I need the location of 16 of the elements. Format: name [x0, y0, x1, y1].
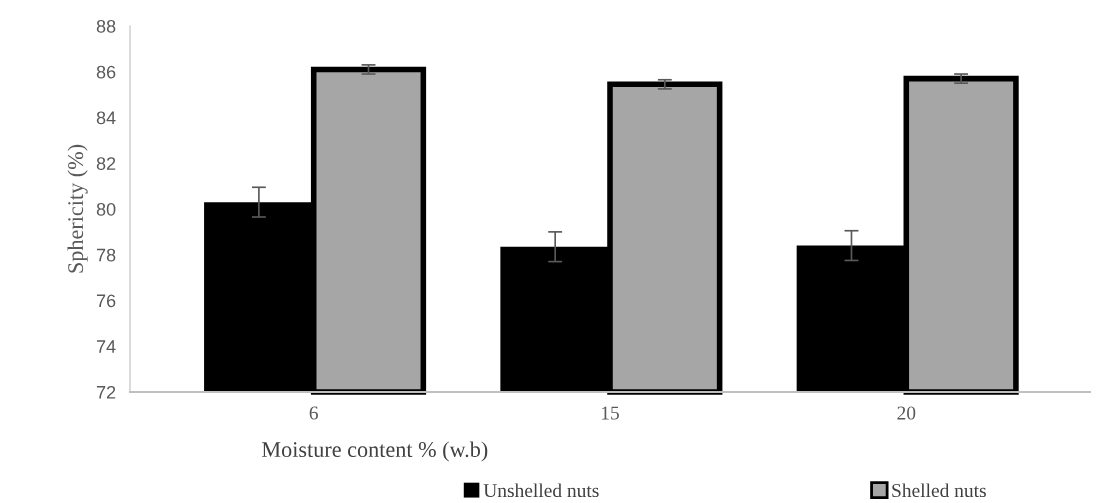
y-tick-label: 78: [96, 248, 116, 262]
y-tick-label: 72: [96, 385, 116, 399]
x-tick-label: 15: [601, 406, 619, 420]
legend-label: Shelled nuts: [892, 483, 986, 498]
x-axis-title: Moisture content % (w.b): [261, 441, 488, 462]
y-tick-label: 80: [96, 202, 116, 216]
y-tick-label: 88: [96, 19, 116, 33]
y-tick-label: 84: [96, 111, 116, 125]
y-tick-label: 82: [96, 157, 116, 170]
y-tick-label: 86: [96, 65, 116, 79]
x-tick-label: 20: [897, 406, 916, 420]
y-axis-title: Sphericity (%): [67, 144, 88, 273]
x-tick-label: 6: [309, 406, 318, 420]
y-tick-label: 76: [96, 294, 116, 308]
y-tick-label: 74: [96, 340, 116, 353]
legend-label: Unshelled nuts: [483, 483, 599, 498]
